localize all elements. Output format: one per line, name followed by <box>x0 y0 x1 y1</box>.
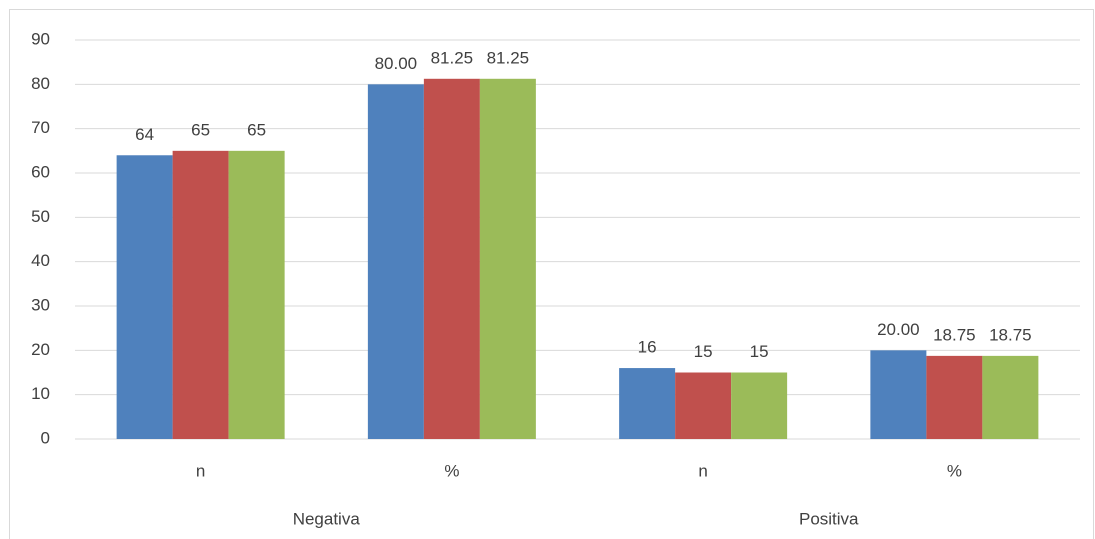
bar <box>731 372 788 439</box>
bar <box>116 155 173 439</box>
y-tick-label: 0 <box>41 428 50 447</box>
bar <box>982 355 1039 439</box>
bar <box>423 78 480 440</box>
bar <box>172 150 229 440</box>
value-label: 65 <box>247 120 266 139</box>
group-label: Positiva <box>799 509 859 528</box>
value-label: 15 <box>750 342 769 361</box>
x-tick-label: % <box>947 461 962 480</box>
x-tick-label: % <box>444 461 459 480</box>
y-tick-label: 50 <box>31 207 50 226</box>
y-tick-label: 70 <box>31 118 50 137</box>
bar <box>870 350 927 439</box>
y-tick-label: 30 <box>31 295 50 314</box>
y-tick-label: 40 <box>31 251 50 270</box>
bar <box>228 150 285 440</box>
value-label: 81.25 <box>431 48 474 67</box>
bar <box>367 84 424 439</box>
chart-border <box>9 9 1094 539</box>
bar <box>926 355 983 439</box>
value-label: 16 <box>638 338 657 357</box>
value-label: 64 <box>135 125 154 144</box>
y-tick-label: 10 <box>31 384 50 403</box>
group-label: Negativa <box>293 509 361 528</box>
y-tick-label: 80 <box>31 74 50 93</box>
value-label: 18.75 <box>933 325 976 344</box>
x-tick-label: n <box>698 461 707 480</box>
value-label: 80.00 <box>375 54 418 73</box>
bar <box>479 78 536 440</box>
value-label: 18.75 <box>989 325 1032 344</box>
y-tick-label: 60 <box>31 162 50 181</box>
y-tick-label: 20 <box>31 340 50 359</box>
value-label: 20.00 <box>877 320 920 339</box>
value-label: 81.25 <box>487 48 530 67</box>
value-label: 65 <box>191 120 210 139</box>
bar <box>619 368 676 439</box>
x-tick-label: n <box>196 461 205 480</box>
y-tick-label: 90 <box>31 29 50 48</box>
bar <box>675 372 732 439</box>
value-label: 15 <box>694 342 713 361</box>
